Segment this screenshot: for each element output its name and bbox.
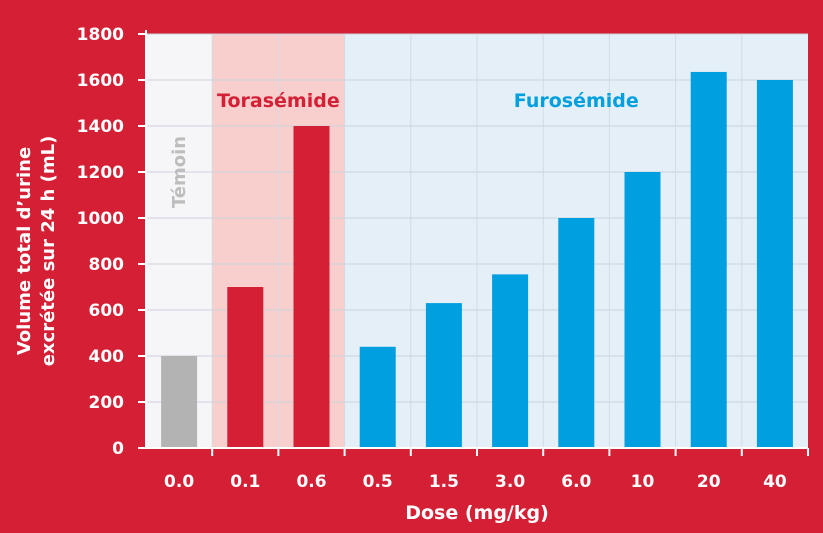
group-label: Furosémide xyxy=(514,90,639,112)
y-tick-label: 800 xyxy=(89,255,125,275)
bar-8 xyxy=(690,71,727,448)
y-tick-label: 1800 xyxy=(77,25,124,45)
bar-9 xyxy=(756,80,793,448)
y-axis-title-line-2: excrétée sur 24 h (mL) xyxy=(38,136,59,367)
y-tick-label: 1600 xyxy=(77,71,124,91)
x-tick-label: 3.0 xyxy=(495,472,525,492)
x-tick-label: 10 xyxy=(631,472,655,492)
bar-0 xyxy=(161,356,198,448)
y-tick-label: 200 xyxy=(89,393,125,413)
x-tick-label: 0.5 xyxy=(363,472,393,492)
group-label: Témoin xyxy=(169,136,190,208)
x-tick-label: 20 xyxy=(697,472,721,492)
y-tick-label: 1200 xyxy=(77,163,124,183)
x-tick-label: 0.1 xyxy=(230,472,260,492)
bar-5 xyxy=(492,274,529,448)
y-tick-label: 1000 xyxy=(77,209,124,229)
x-tick-label: 1.5 xyxy=(429,472,459,492)
y-tick-label: 600 xyxy=(89,301,125,321)
y-tick-label: 0 xyxy=(112,439,124,459)
bar-4 xyxy=(425,303,462,448)
x-tick-label: 40 xyxy=(763,472,787,492)
bar-6 xyxy=(558,218,595,448)
x-tick-label: 0.0 xyxy=(164,472,194,492)
bar-7 xyxy=(624,172,661,448)
y-tick-label: 1400 xyxy=(77,117,124,137)
group-label: Torasémide xyxy=(217,90,340,112)
bar-3 xyxy=(359,346,396,448)
x-axis-title: Dose (mg/kg) xyxy=(405,502,549,524)
bar-1 xyxy=(227,287,264,448)
x-tick-label: 6.0 xyxy=(561,472,591,492)
bar-2 xyxy=(293,126,330,448)
x-tick-label: 0.6 xyxy=(296,472,326,492)
y-tick-label: 400 xyxy=(89,347,125,367)
y-axis-title-line-1: Volume total d’urine xyxy=(14,147,35,355)
